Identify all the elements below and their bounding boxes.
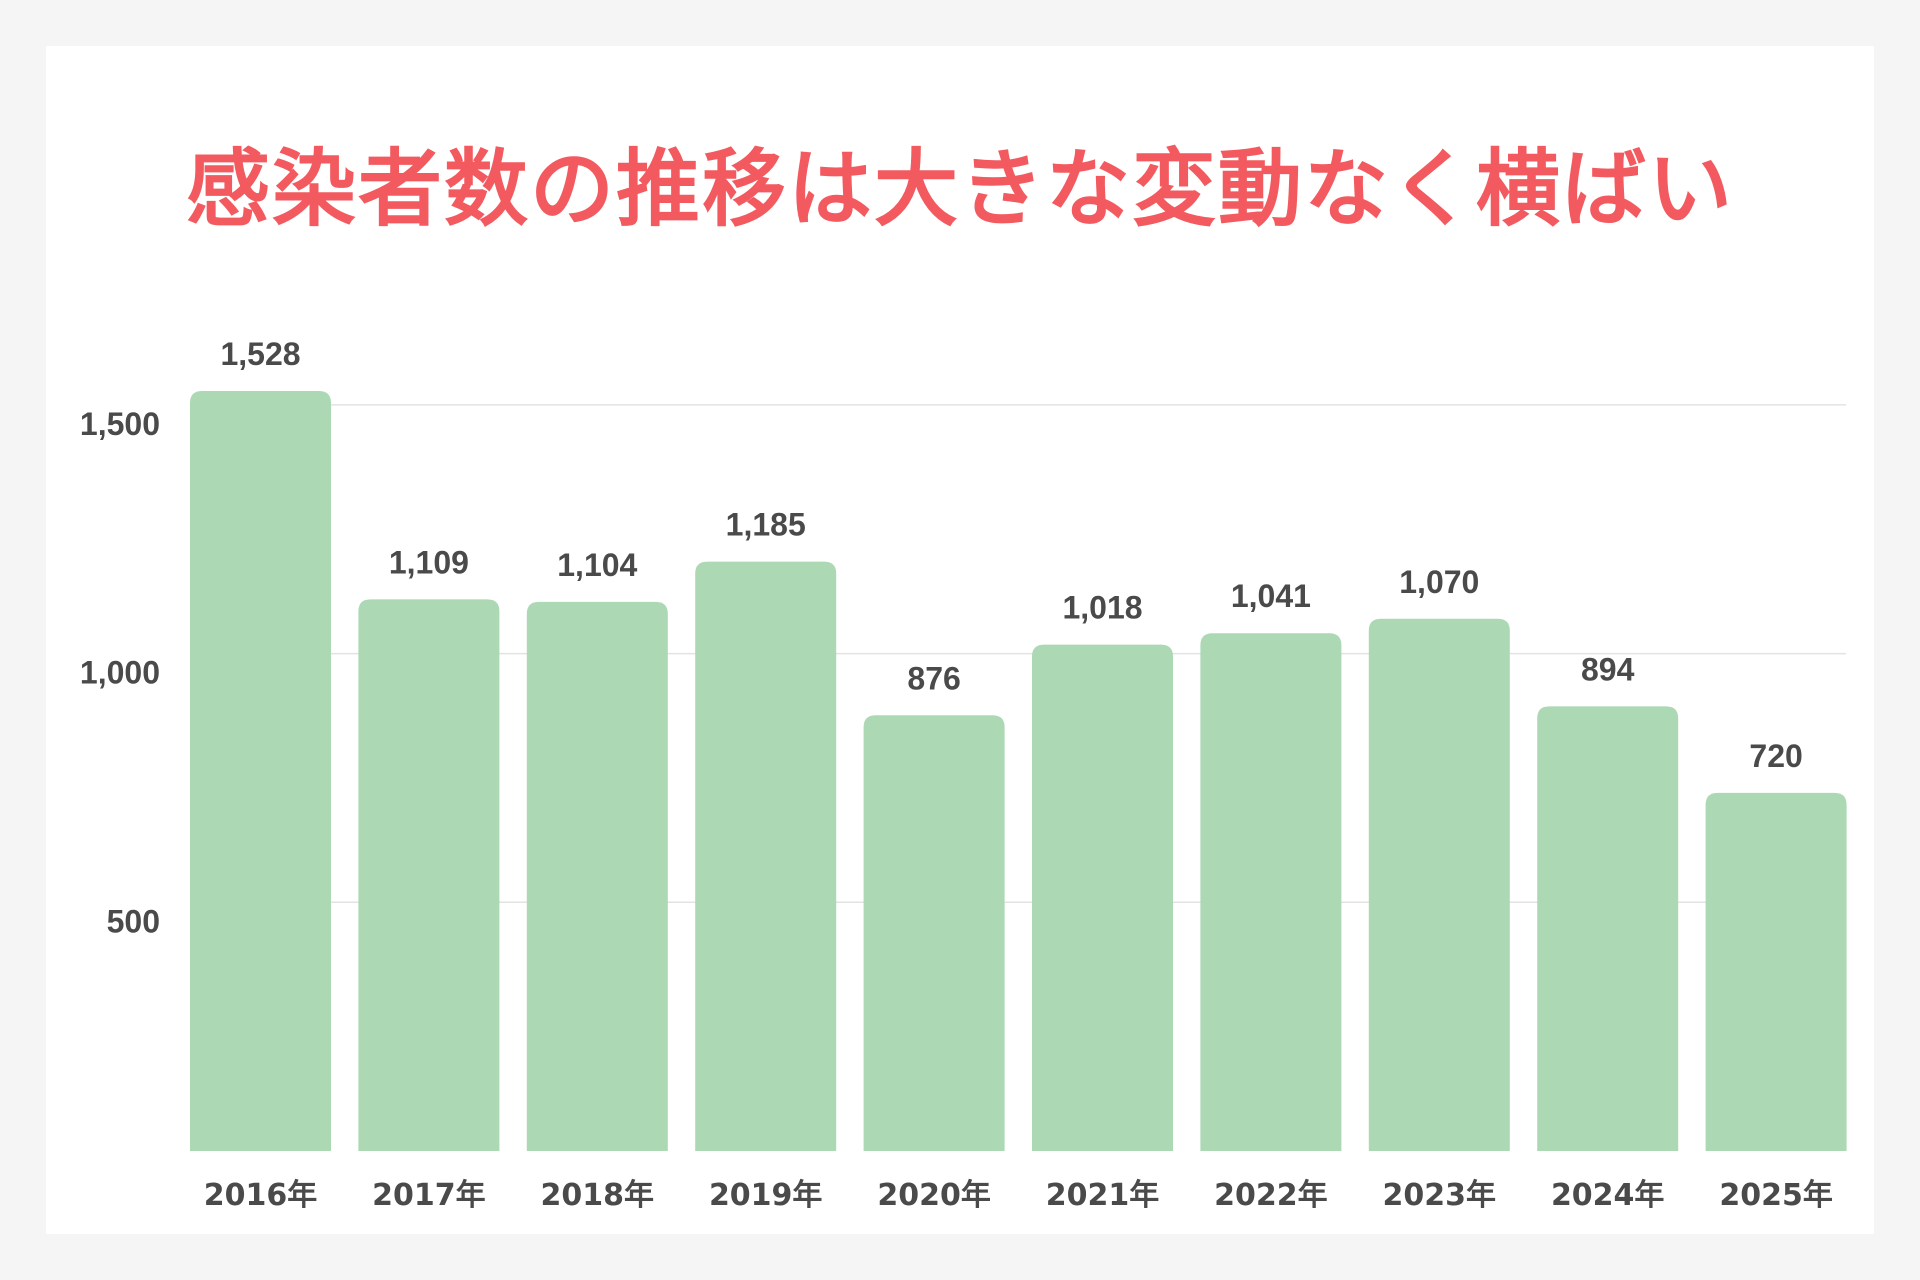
- y-tick-label-500: 500: [107, 903, 160, 939]
- bar-2017年: [358, 599, 500, 1151]
- category-label-2025年: 2025年: [1719, 1178, 1833, 1213]
- y-axis-ticks: 500 1,000 1,500: [80, 406, 160, 939]
- value-labels: 1,528 1,109 1,104 1,185 876 1,018 1,041 1,070 89…: [220, 336, 1802, 774]
- category-label-2023年: 2023年: [1383, 1178, 1497, 1213]
- bars: [190, 390, 1847, 1152]
- value-label-2020年: 876: [907, 660, 960, 696]
- category-label-2016年: 2016年: [204, 1178, 318, 1213]
- bar-2022年: [1200, 633, 1342, 1151]
- chart-title: 感染者数の推移は大きな変動なく横ばい: [185, 140, 1734, 238]
- value-label-2023年: 1,070: [1399, 564, 1479, 600]
- value-label-2021年: 1,018: [1062, 590, 1142, 626]
- category-label-2018年: 2018年: [541, 1178, 655, 1213]
- value-label-2025年: 720: [1749, 738, 1802, 774]
- bar-2019年: [695, 561, 837, 1151]
- bar-2016年: [190, 390, 331, 1152]
- bar-2018年: [526, 601, 668, 1151]
- y-tick-label-1000: 1,000: [80, 655, 160, 691]
- bar-2025年: [1705, 792, 1847, 1151]
- x-axis-labels: 2016年 2017年 2018年 2019年 2020年 2021年 2022年 2023年…: [204, 1178, 1833, 1213]
- category-label-2017年: 2017年: [372, 1178, 486, 1213]
- value-label-2022年: 1,041: [1231, 578, 1311, 614]
- value-label-2017年: 1,109: [389, 544, 469, 580]
- y-tick-label-1500: 1,500: [80, 406, 160, 442]
- value-label-2019年: 1,185: [726, 507, 806, 543]
- bar-2021年: [1032, 644, 1173, 1151]
- category-label-2022年: 2022年: [1214, 1178, 1328, 1213]
- bar-2023年: [1368, 618, 1510, 1151]
- value-label-2024年: 894: [1581, 651, 1635, 687]
- category-label-2021年: 2021年: [1046, 1178, 1160, 1213]
- category-label-2024年: 2024年: [1551, 1178, 1665, 1213]
- bar-2024年: [1537, 706, 1679, 1151]
- category-label-2019年: 2019年: [709, 1178, 823, 1213]
- value-label-2016年: 1,528: [220, 336, 300, 372]
- value-label-2018年: 1,104: [557, 547, 637, 583]
- bar-2020年: [863, 715, 1005, 1151]
- category-label-2020年: 2020年: [877, 1178, 991, 1213]
